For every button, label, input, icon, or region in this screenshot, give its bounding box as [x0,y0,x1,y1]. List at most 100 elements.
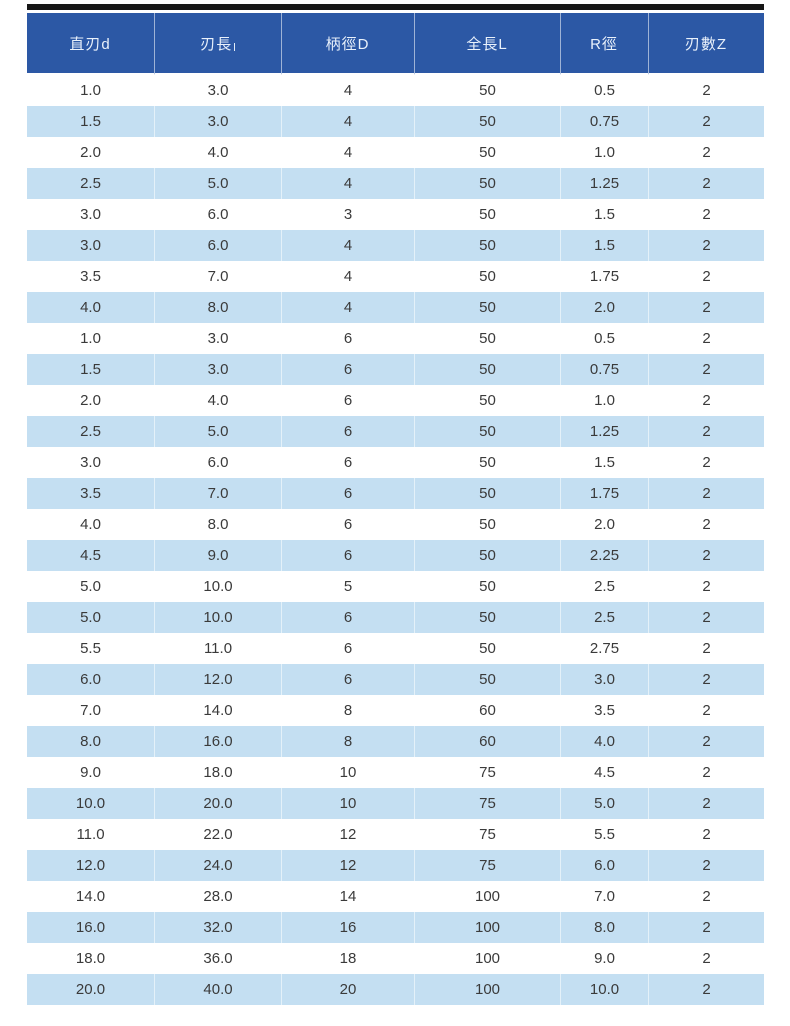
table-row: 1.0 3.0 4 50 0.5 2 [27,75,764,106]
table-cell: 50 [414,354,560,385]
table-row: 3.0 6.0 4 50 1.5 2 [27,230,764,261]
table-cell: 50 [414,75,560,106]
table-cell: 11.0 [154,633,281,664]
table-row: 5.5 11.0 6 50 2.75 2 [27,633,764,664]
table-cell: 50 [414,230,560,261]
table-cell: 2 [648,230,764,261]
table-cell: 4 [281,137,414,168]
table-cell: 75 [414,850,560,881]
table-cell: 2 [648,478,764,509]
table-cell: 4.0 [154,137,281,168]
table-cell: 4 [281,230,414,261]
table-cell: 8 [281,726,414,757]
table-cell: 4 [281,106,414,137]
table-cell: 50 [414,540,560,571]
table-body: 1.0 3.0 4 50 0.5 2 1.5 3.0 4 50 0.75 2 2.0 4.0 4 50 1.0 2… [27,75,764,1005]
table-cell: 5.0 [154,416,281,447]
table-cell: 4 [281,75,414,106]
table-cell: 2 [648,261,764,292]
table-row: 3.5 7.0 4 50 1.75 2 [27,261,764,292]
table-cell: 2.0 [27,385,154,416]
table-cell: 18 [281,943,414,974]
table-row: 3.0 6.0 3 50 1.5 2 [27,199,764,230]
table-row: 4.5 9.0 6 50 2.25 2 [27,540,764,571]
table-row: 4.0 8.0 4 50 2.0 2 [27,292,764,323]
table-cell: 2.5 [27,416,154,447]
table-row: 2.0 4.0 4 50 1.0 2 [27,137,764,168]
table-cell: 5.0 [27,571,154,602]
table-cell: 6 [281,478,414,509]
table-cell: 50 [414,199,560,230]
table-cell: 6.0 [154,447,281,478]
table-cell: 3.0 [154,106,281,137]
table-cell: 75 [414,788,560,819]
table-cell: 5.0 [154,168,281,199]
table-cell: 18.0 [154,757,281,788]
table-cell: 28.0 [154,881,281,912]
col-header-blade-diameter: 直刃d [27,13,154,75]
col-header-label: 柄徑D [325,35,370,53]
table-cell: 50 [414,664,560,695]
table-cell: 10.0 [154,602,281,633]
table-cell: 3.0 [27,199,154,230]
table-cell: 100 [414,974,560,1005]
col-header-suffix: l [233,41,236,54]
table-cell: 6.0 [560,850,648,881]
table-cell: 1.5 [560,447,648,478]
table-cell: 2 [648,199,764,230]
table-cell: 1.0 [560,385,648,416]
table-cell: 5.0 [27,602,154,633]
table-cell: 5.5 [560,819,648,850]
table-cell: 0.75 [560,354,648,385]
table-cell: 2.5 [560,602,648,633]
top-divider-bar [27,4,764,10]
table-cell: 2 [648,726,764,757]
table-cell: 20.0 [154,788,281,819]
table-cell: 3.5 [27,478,154,509]
table-cell: 2 [648,323,764,354]
table-cell: 100 [414,912,560,943]
table-cell: 1.0 [27,75,154,106]
col-header-radius: R徑 [560,13,648,75]
table-cell: 50 [414,106,560,137]
table-cell: 1.0 [560,137,648,168]
table-cell: 20.0 [27,974,154,1005]
table-cell: 6 [281,633,414,664]
table-cell: 10 [281,757,414,788]
table-cell: 2 [648,633,764,664]
table-cell: 100 [414,943,560,974]
table-cell: 100 [414,881,560,912]
table-cell: 18.0 [27,943,154,974]
table-cell: 6.0 [27,664,154,695]
table-cell: 50 [414,602,560,633]
col-header-label: 全長L [466,35,508,53]
table-cell: 10.0 [154,571,281,602]
col-header-label: 刃長 [200,35,233,53]
table-row: 1.5 3.0 6 50 0.75 2 [27,354,764,385]
table-cell: 14.0 [154,695,281,726]
table-cell: 9.0 [27,757,154,788]
table-cell: 4 [281,292,414,323]
table-cell: 6 [281,385,414,416]
tool-spec-table: 直刃d 刃長l 柄徑D 全長L R徑 刃數Z 1.0 3.0 4 50 0.5 [27,13,764,1005]
table-row: 10.0 20.0 10 75 5.0 2 [27,788,764,819]
table-cell: 5 [281,571,414,602]
table-cell: 2.75 [560,633,648,664]
table-row: 5.0 10.0 6 50 2.5 2 [27,602,764,633]
table-row: 9.0 18.0 10 75 4.5 2 [27,757,764,788]
table-row: 5.0 10.0 5 50 2.5 2 [27,571,764,602]
table-cell: 0.75 [560,106,648,137]
table-cell: 2 [648,354,764,385]
table-cell: 22.0 [154,819,281,850]
table-cell: 40.0 [154,974,281,1005]
col-header-label: R徑 [590,35,618,53]
table-cell: 1.5 [27,106,154,137]
table-cell: 50 [414,478,560,509]
table-cell: 6 [281,509,414,540]
table-cell: 4.5 [27,540,154,571]
table-cell: 2 [648,974,764,1005]
col-header-label: 直刃d [69,35,111,53]
table-cell: 6 [281,540,414,571]
table-cell: 1.5 [560,230,648,261]
